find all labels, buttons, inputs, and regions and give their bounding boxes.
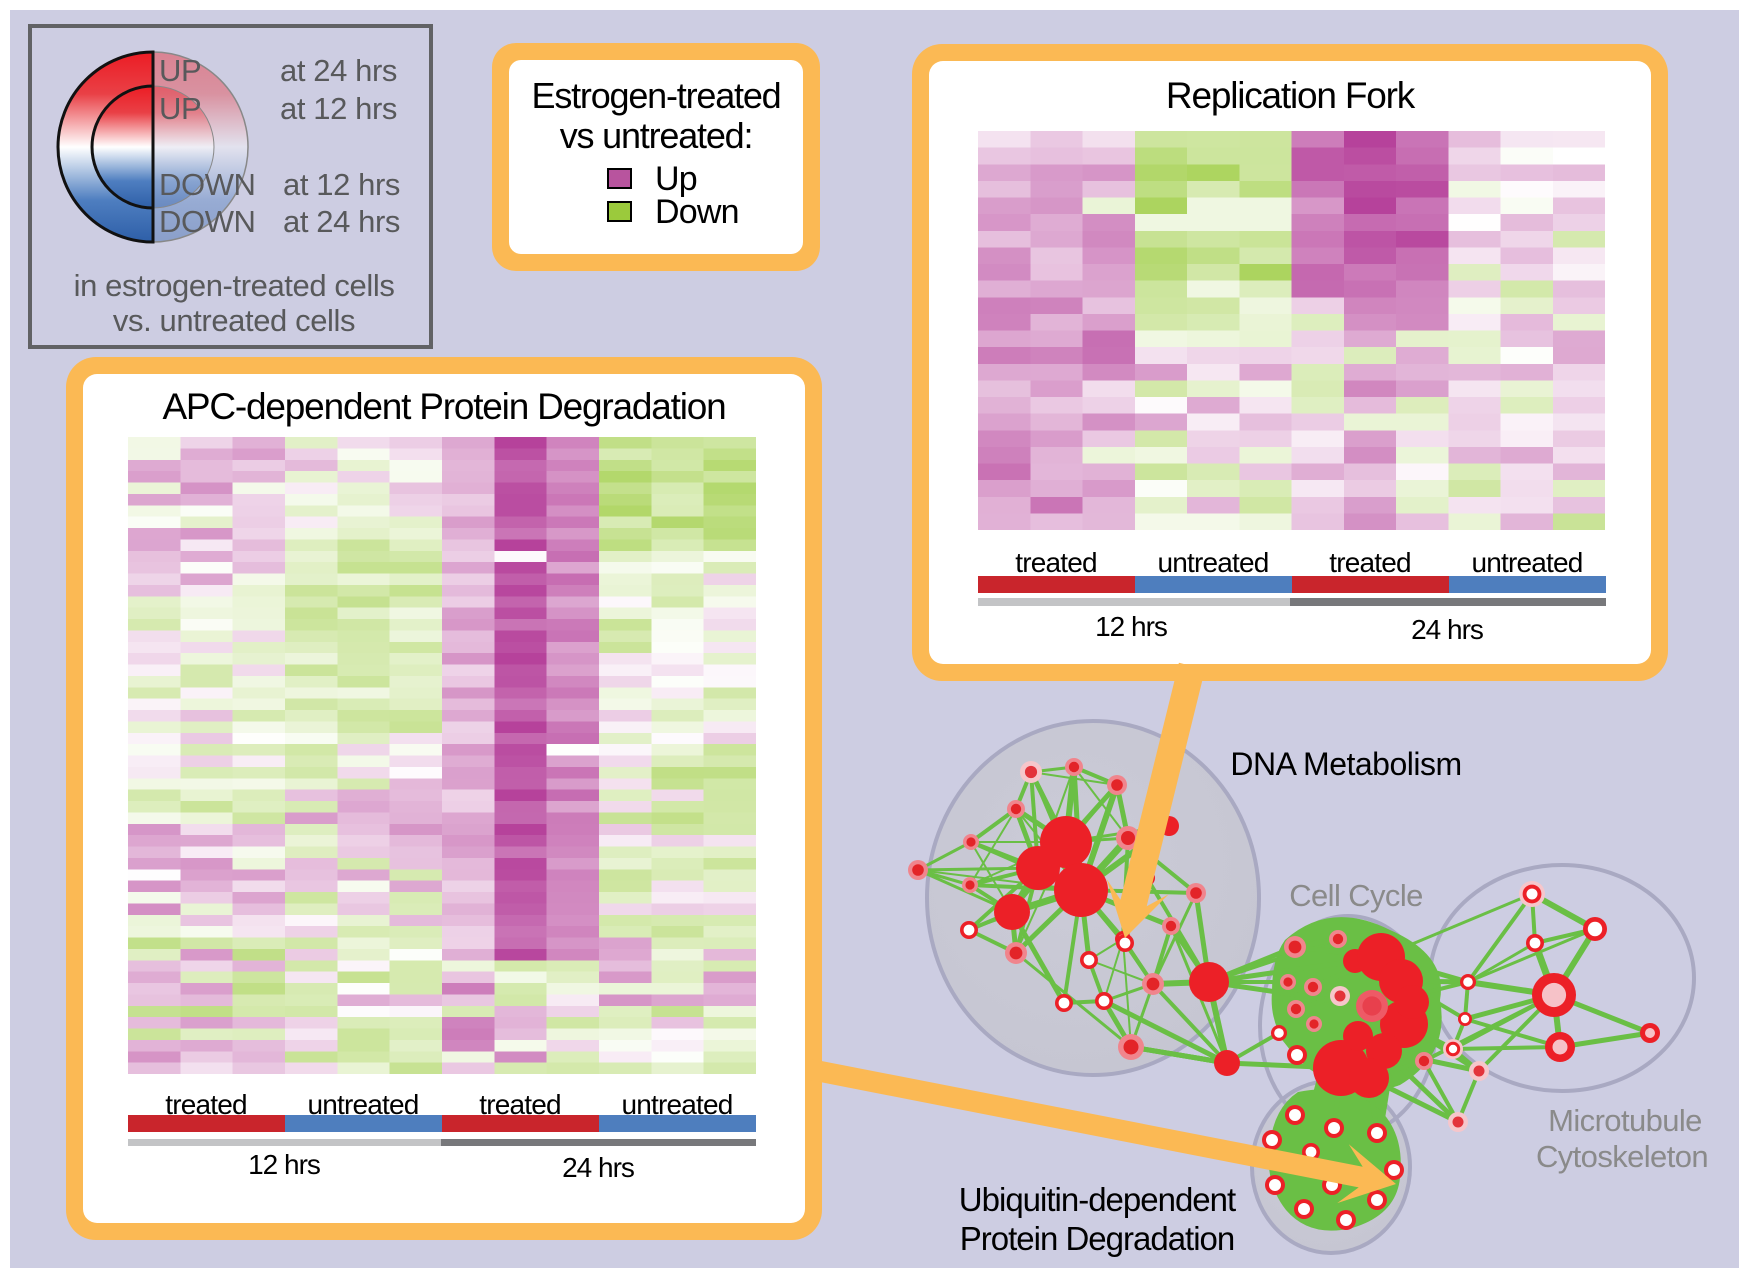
svg-text:at 12 hrs: at 12 hrs [280,91,397,126]
svg-text:in estrogen-treated cells: in estrogen-treated cells [74,268,395,303]
svg-text:DOWN: DOWN [159,204,256,239]
svg-text:vs. untreated cells: vs. untreated cells [113,303,355,338]
svg-text:UP: UP [159,91,201,126]
svg-text:DOWN: DOWN [159,167,256,202]
svg-text:Cell Cycle: Cell Cycle [1289,878,1423,913]
svg-text:at 24 hrs: at 24 hrs [280,53,397,88]
svg-text:DNA Metabolism: DNA Metabolism [1230,746,1461,782]
svg-text:Ubiquitin-dependent: Ubiquitin-dependent [959,1181,1236,1218]
svg-text:at 24 hrs: at 24 hrs [283,204,400,239]
svg-text:UP: UP [159,53,201,88]
svg-text:Microtubule: Microtubule [1548,1103,1702,1138]
svg-text:at 12 hrs: at 12 hrs [283,167,400,202]
svg-text:Cytoskeleton: Cytoskeleton [1536,1139,1708,1174]
svg-text:Protein Degradation: Protein Degradation [960,1220,1235,1257]
